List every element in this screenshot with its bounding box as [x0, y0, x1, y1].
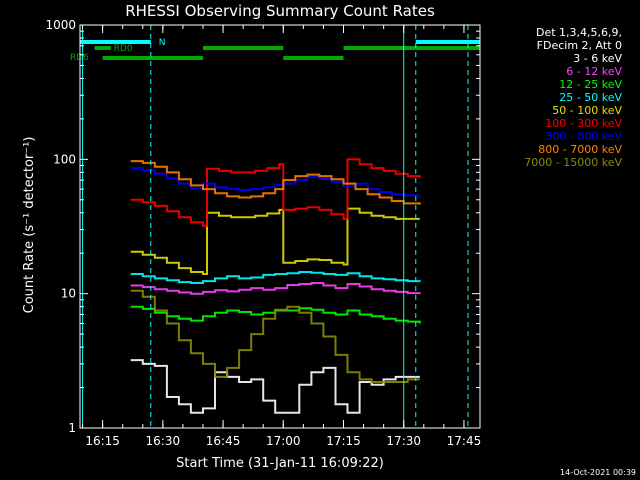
timestamp: 14-Oct-2021 00:39: [560, 468, 636, 477]
chart-title: RHESSI Observing Summary Count Rates: [125, 2, 435, 20]
legend-entry-5: 100 - 300 keV: [545, 117, 622, 130]
series-line-0: [130, 359, 420, 414]
legend-entry-1: 6 - 12 keV: [566, 65, 622, 78]
legend-entry-0: 3 - 6 keV: [573, 52, 622, 65]
x-axis-label: Start Time (31-Jan-11 16:09:22): [176, 456, 384, 471]
y-tick-label: 10: [61, 287, 76, 301]
legend-entry-2: 12 - 25 keV: [559, 78, 622, 91]
y-axis-label: Count Rate (s⁻¹ detector⁻¹): [22, 137, 37, 314]
series-line-7: [130, 160, 421, 205]
legend-entry-3: 25 - 50 keV: [559, 91, 622, 104]
axes: 1 10 100 1000 16:15 16:30 16:45 17:00 17:15 17:30…: [45, 18, 481, 448]
legend-entry-6: 300 - 800 keV: [545, 130, 622, 143]
series-line-4: [130, 207, 420, 275]
plot-layer: [130, 158, 421, 414]
series-line-3: [130, 271, 421, 284]
flag-label-rd0: RD0: [114, 44, 133, 54]
plot-frame: [79, 24, 481, 429]
y-tick-label: 100: [53, 152, 76, 166]
legend-entry-4: 50 - 100 keV: [552, 104, 622, 117]
x-tick-label: 17:30: [386, 434, 421, 448]
legend-entry-8: 7000 - 15000 keV: [524, 156, 622, 169]
y-tick-label: 1: [68, 421, 76, 435]
x-tick-label: 16:30: [146, 434, 181, 448]
x-tick-label: 16:45: [206, 434, 241, 448]
series-line-5: [130, 158, 421, 227]
x-tick-label: 17:15: [326, 434, 361, 448]
series-line-1: [130, 282, 421, 295]
series-line-6: [130, 167, 420, 197]
x-tick-label: 16:15: [85, 434, 120, 448]
y-tick-label: 1000: [45, 18, 76, 32]
legend-header-line: FDecim 2, Att 0: [536, 39, 622, 52]
x-tick-label: 17:00: [266, 434, 301, 448]
legend-header-line: Det 1,3,4,5,6,9,: [535, 26, 622, 39]
x-tick-label: 17:45: [447, 434, 482, 448]
legend-entry-7: 800 - 7000 keV: [538, 143, 622, 156]
vertical-markers: [82, 25, 469, 428]
series-line-8: [130, 289, 420, 383]
flag-label-n: N: [159, 38, 166, 48]
